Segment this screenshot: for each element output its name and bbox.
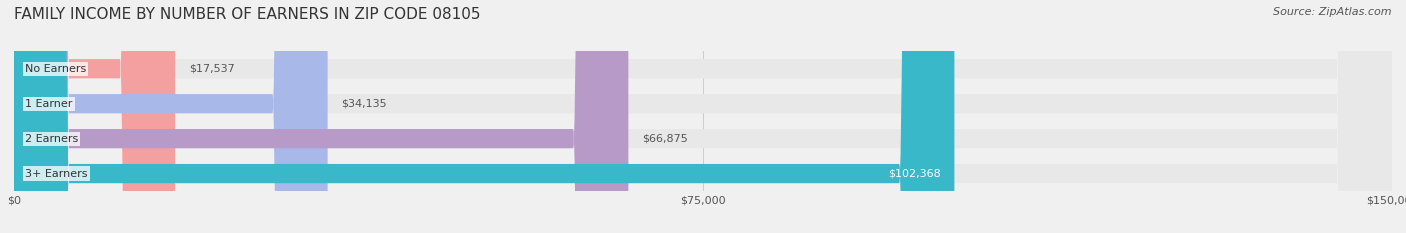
FancyBboxPatch shape — [14, 0, 628, 233]
FancyBboxPatch shape — [14, 0, 1392, 233]
Text: Source: ZipAtlas.com: Source: ZipAtlas.com — [1274, 7, 1392, 17]
FancyBboxPatch shape — [14, 0, 328, 233]
Text: $66,875: $66,875 — [643, 134, 688, 144]
Text: FAMILY INCOME BY NUMBER OF EARNERS IN ZIP CODE 08105: FAMILY INCOME BY NUMBER OF EARNERS IN ZI… — [14, 7, 481, 22]
Text: $17,537: $17,537 — [188, 64, 235, 74]
FancyBboxPatch shape — [14, 0, 1392, 233]
Text: 2 Earners: 2 Earners — [25, 134, 79, 144]
FancyBboxPatch shape — [14, 0, 176, 233]
Text: $102,368: $102,368 — [887, 169, 941, 178]
Text: $34,135: $34,135 — [342, 99, 387, 109]
Text: 1 Earner: 1 Earner — [25, 99, 73, 109]
FancyBboxPatch shape — [14, 0, 1392, 233]
FancyBboxPatch shape — [14, 0, 1392, 233]
Text: No Earners: No Earners — [25, 64, 86, 74]
FancyBboxPatch shape — [14, 0, 955, 233]
Text: 3+ Earners: 3+ Earners — [25, 169, 87, 178]
